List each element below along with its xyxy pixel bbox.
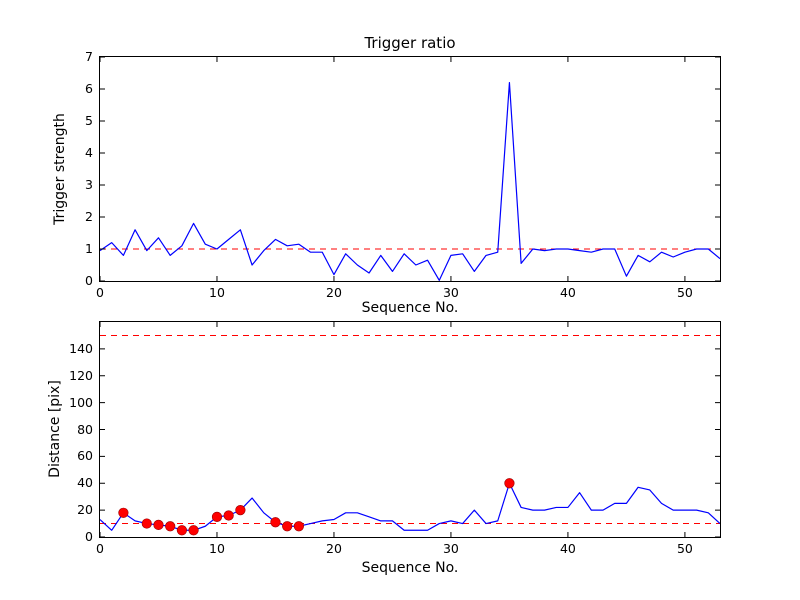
distance-plot-area [99, 321, 721, 538]
chart-title: Trigger ratio [364, 34, 456, 52]
y-tick-label: 0 [85, 272, 93, 288]
y-tick-label: 140 [69, 340, 93, 356]
x-tick-label: 50 [676, 541, 693, 556]
x-tick-label: 40 [559, 285, 576, 300]
scatter-marker [176, 525, 187, 536]
x-tick-label: 30 [442, 541, 459, 556]
scatter-marker [118, 507, 129, 518]
trigger-ratio-plot-area [99, 56, 721, 282]
x-tick-label: 20 [326, 285, 342, 300]
x-tick-label: 40 [559, 541, 576, 556]
y-tick-label: 20 [77, 501, 93, 517]
scatter-marker [282, 521, 293, 532]
y-tick-label: 80 [77, 421, 93, 437]
x-axis-label-top: Sequence No. [361, 300, 459, 316]
scatter-marker [235, 505, 246, 516]
x-tick-label: 20 [326, 541, 342, 556]
distance-canvas [100, 322, 720, 537]
y-tick-label: 100 [69, 394, 93, 410]
scatter-marker [165, 521, 176, 532]
y-tick-label: 2 [85, 208, 93, 224]
y-axis-label-distance: Distance [pix] [47, 380, 63, 478]
scatter-marker [504, 478, 515, 489]
x-tick-label: 0 [96, 541, 104, 556]
x-tick-label: 10 [209, 285, 225, 300]
y-axis-label-trigger-strength: Trigger strength [52, 113, 68, 225]
x-tick-label: 50 [676, 285, 693, 300]
scatter-marker [223, 510, 234, 521]
y-tick-label: 3 [85, 176, 93, 192]
scatter-marker [153, 519, 164, 531]
y-tick-label: 4 [85, 144, 93, 160]
x-axis-label-bottom: Sequence No. [361, 560, 459, 576]
y-tick-label: 0 [85, 528, 93, 544]
scatter-marker [211, 511, 223, 522]
x-tick-label: 10 [209, 541, 225, 556]
trigger-ratio-canvas [100, 57, 720, 281]
x-tick-label: 0 [96, 285, 104, 300]
y-tick-label: 60 [77, 448, 93, 464]
y-tick-label: 5 [85, 112, 93, 128]
y-tick-label: 120 [69, 367, 93, 383]
data-line [100, 482, 720, 531]
data-line [100, 82, 720, 281]
y-tick-label: 1 [85, 240, 93, 256]
y-tick-label: 7 [85, 48, 93, 64]
y-tick-label: 40 [77, 475, 93, 490]
scatter-marker [188, 525, 199, 536]
scatter-marker [293, 521, 304, 532]
y-tick-label: 6 [85, 80, 93, 96]
scatter-marker [141, 518, 152, 529]
x-tick-label: 30 [442, 285, 459, 300]
scatter-marker [270, 517, 281, 528]
